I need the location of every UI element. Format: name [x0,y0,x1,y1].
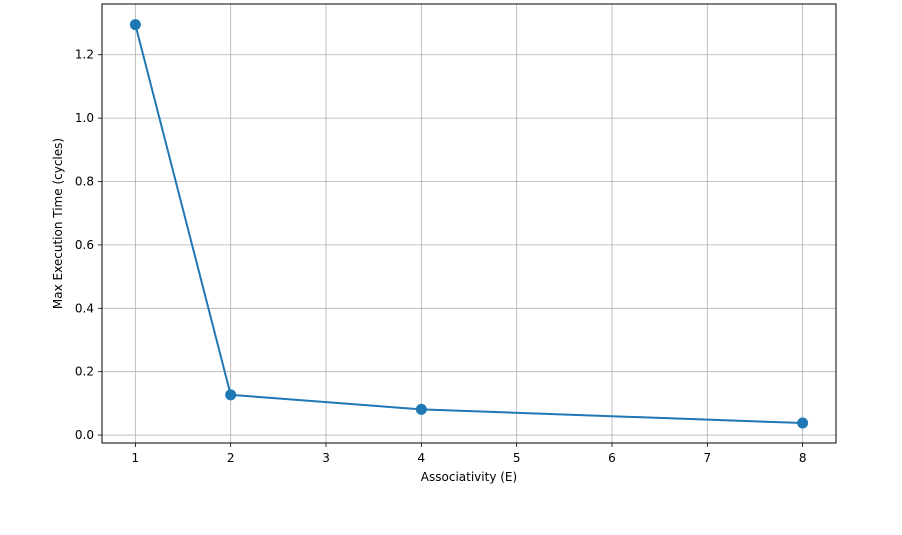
y-tick-label: 0.0 [75,428,94,442]
x-tick-label: 7 [703,451,711,465]
x-tick-label: 4 [418,451,426,465]
x-tick-label: 6 [608,451,616,465]
y-tick-label: 0.8 [75,175,94,189]
series-layer [129,19,809,429]
x-tick-label: 2 [227,451,235,465]
y-tick-label: 0.2 [75,365,94,379]
y-tick-label: 1.0 [75,111,94,125]
grid [102,4,836,443]
x-tick-label: 1 [132,451,140,465]
data-point [415,403,427,415]
data-point [129,19,141,31]
data-point [225,389,237,401]
y-tick-label: 0.6 [75,238,94,252]
x-axis-label: Associativity (E) [421,470,517,484]
x-tick-label: 5 [513,451,521,465]
y-axis: 0.0 0.2 0.4 0.6 0.8 1.0 1.2 [75,48,102,442]
y-tick-label: 1.2 [75,48,94,62]
x-tick-label: 8 [799,451,807,465]
x-axis: 1 2 3 4 5 6 7 8 [132,443,807,465]
data-point [797,417,809,429]
y-tick-label: 0.4 [75,301,94,315]
x-tick-label: 3 [322,451,330,465]
series-line [134,24,803,425]
plot-frame [101,3,837,444]
y-axis-label: Max Execution Time (cycles) [51,138,65,309]
